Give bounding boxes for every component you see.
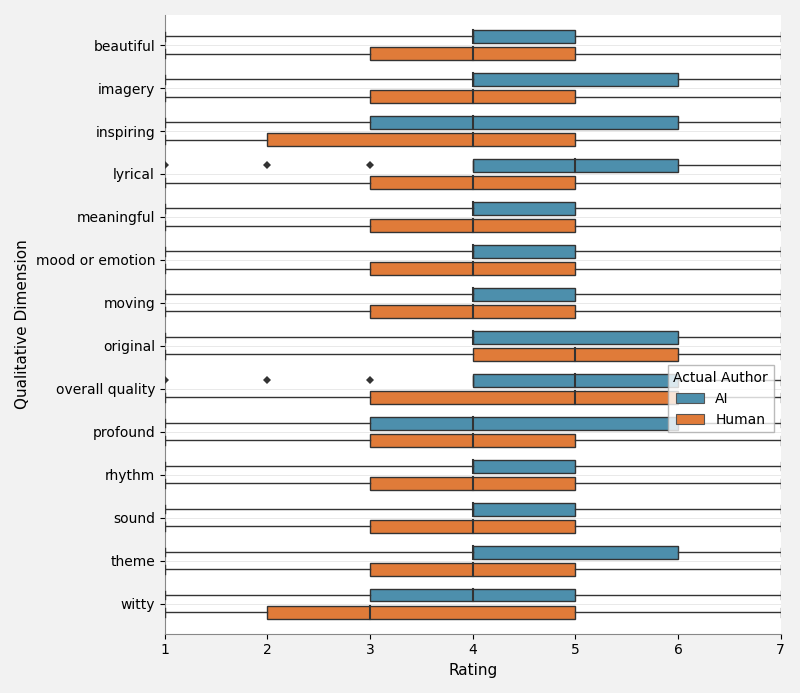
FancyBboxPatch shape <box>370 416 678 430</box>
FancyBboxPatch shape <box>370 563 575 576</box>
Y-axis label: Qualitative Dimension: Qualitative Dimension <box>15 240 30 410</box>
FancyBboxPatch shape <box>370 434 575 447</box>
FancyBboxPatch shape <box>370 219 575 232</box>
FancyBboxPatch shape <box>370 477 575 490</box>
FancyBboxPatch shape <box>473 245 575 258</box>
FancyBboxPatch shape <box>370 262 575 275</box>
FancyBboxPatch shape <box>267 606 575 619</box>
FancyBboxPatch shape <box>473 288 575 301</box>
FancyBboxPatch shape <box>267 133 575 146</box>
FancyBboxPatch shape <box>473 545 678 559</box>
FancyBboxPatch shape <box>473 502 575 516</box>
FancyBboxPatch shape <box>370 520 575 533</box>
X-axis label: Rating: Rating <box>448 663 498 678</box>
FancyBboxPatch shape <box>473 374 678 387</box>
FancyBboxPatch shape <box>473 348 678 361</box>
FancyBboxPatch shape <box>473 202 575 215</box>
FancyBboxPatch shape <box>370 90 575 103</box>
FancyBboxPatch shape <box>473 30 575 43</box>
FancyBboxPatch shape <box>473 73 678 86</box>
FancyBboxPatch shape <box>370 305 575 318</box>
FancyBboxPatch shape <box>473 331 678 344</box>
FancyBboxPatch shape <box>473 159 678 172</box>
FancyBboxPatch shape <box>370 47 575 60</box>
Legend: AI, Human: AI, Human <box>668 365 774 432</box>
FancyBboxPatch shape <box>370 588 575 602</box>
FancyBboxPatch shape <box>370 116 678 129</box>
FancyBboxPatch shape <box>370 391 678 404</box>
FancyBboxPatch shape <box>473 459 575 473</box>
FancyBboxPatch shape <box>370 176 575 189</box>
